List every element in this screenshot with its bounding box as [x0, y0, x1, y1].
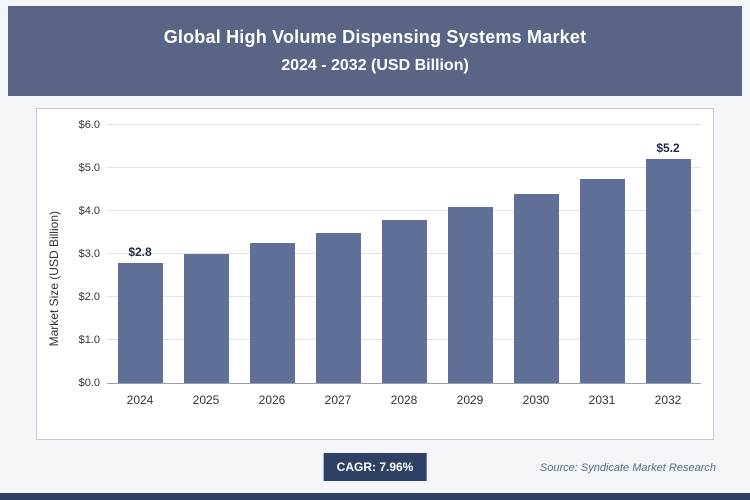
chart-title-line1: Global High Volume Dispensing Systems Ma…: [163, 27, 587, 47]
y-axis-title-wrap: Market Size (USD Billion): [43, 125, 65, 433]
y-tick-label: $5.0: [78, 162, 100, 174]
y-tick-label: $6.0: [78, 119, 100, 131]
bar-2027: [315, 232, 361, 383]
x-tick-label: 2025: [192, 393, 220, 407]
bar-cell: $5.2: [635, 125, 701, 383]
bar-cell: [569, 125, 635, 383]
x-tick-label: 2032: [654, 393, 682, 407]
x-tick-label: 2030: [522, 393, 550, 407]
bars-row: $2.8 $5.2: [107, 125, 701, 383]
bar-2029: [447, 206, 493, 383]
bar-2028: [381, 219, 427, 383]
bar-2031: [579, 178, 625, 383]
chart-title-line2: 2024 - 2032 (USD Billion): [281, 57, 469, 74]
x-tick-label: 2031: [588, 393, 616, 407]
x-tick-label: 2029: [456, 393, 484, 407]
bar-2024: [117, 262, 163, 383]
bar-cell: [173, 125, 239, 383]
footer: CAGR: 7.96% Source: Syndicate Market Res…: [0, 450, 750, 488]
chart-panel: Market Size (USD Billion) $0.0 $1.0 $2.0 $3…: [36, 108, 714, 440]
cagr-badge: CAGR: 7.96%: [323, 453, 427, 481]
bar-cell: [503, 125, 569, 383]
y-tick-label: $3.0: [78, 248, 100, 260]
y-axis: $0.0 $1.0 $2.0 $3.0 $4.0 $5.0 $6.0: [65, 119, 107, 389]
chart-title-banner: Global High Volume Dispensing Systems Ma…: [8, 6, 742, 96]
gridline: [107, 167, 701, 168]
gridline: [107, 124, 701, 125]
bar-cell: [371, 125, 437, 383]
plot-area: $2.8 $5.2: [107, 124, 701, 384]
bar-cell: $2.8: [107, 125, 173, 383]
y-tick-label: $1.0: [78, 334, 100, 346]
bar-cell: [239, 125, 305, 383]
bar-2026: [249, 243, 295, 383]
source-attribution: Source: Syndicate Market Research: [539, 462, 716, 474]
bar-cell: [305, 125, 371, 383]
bar-2032: [645, 159, 691, 383]
plot-wrap: $2.8 $5.2 2024 2025 2026 2027 2028 2029 2030 203…: [107, 124, 701, 433]
bottom-accent-bar: [0, 493, 750, 500]
y-tick-label: $4.0: [78, 205, 100, 217]
bar-2025: [183, 254, 229, 383]
x-tick-label: 2028: [390, 393, 418, 407]
x-tick-label: 2026: [258, 393, 286, 407]
y-tick-label: $2.0: [78, 291, 100, 303]
gridline: [107, 210, 701, 211]
bar-cell: [437, 125, 503, 383]
x-axis: 2024 2025 2026 2027 2028 2029 2030 2031 2032: [107, 393, 701, 407]
x-tick-label: 2024: [126, 393, 154, 407]
y-tick-label: $0.0: [78, 377, 100, 389]
bar-value-label: $5.2: [656, 141, 680, 156]
bar-value-label: $2.8: [128, 244, 152, 259]
bar-2030: [513, 193, 559, 383]
y-axis-title: Market Size (USD Billion): [47, 211, 61, 347]
x-tick-label: 2027: [324, 393, 352, 407]
